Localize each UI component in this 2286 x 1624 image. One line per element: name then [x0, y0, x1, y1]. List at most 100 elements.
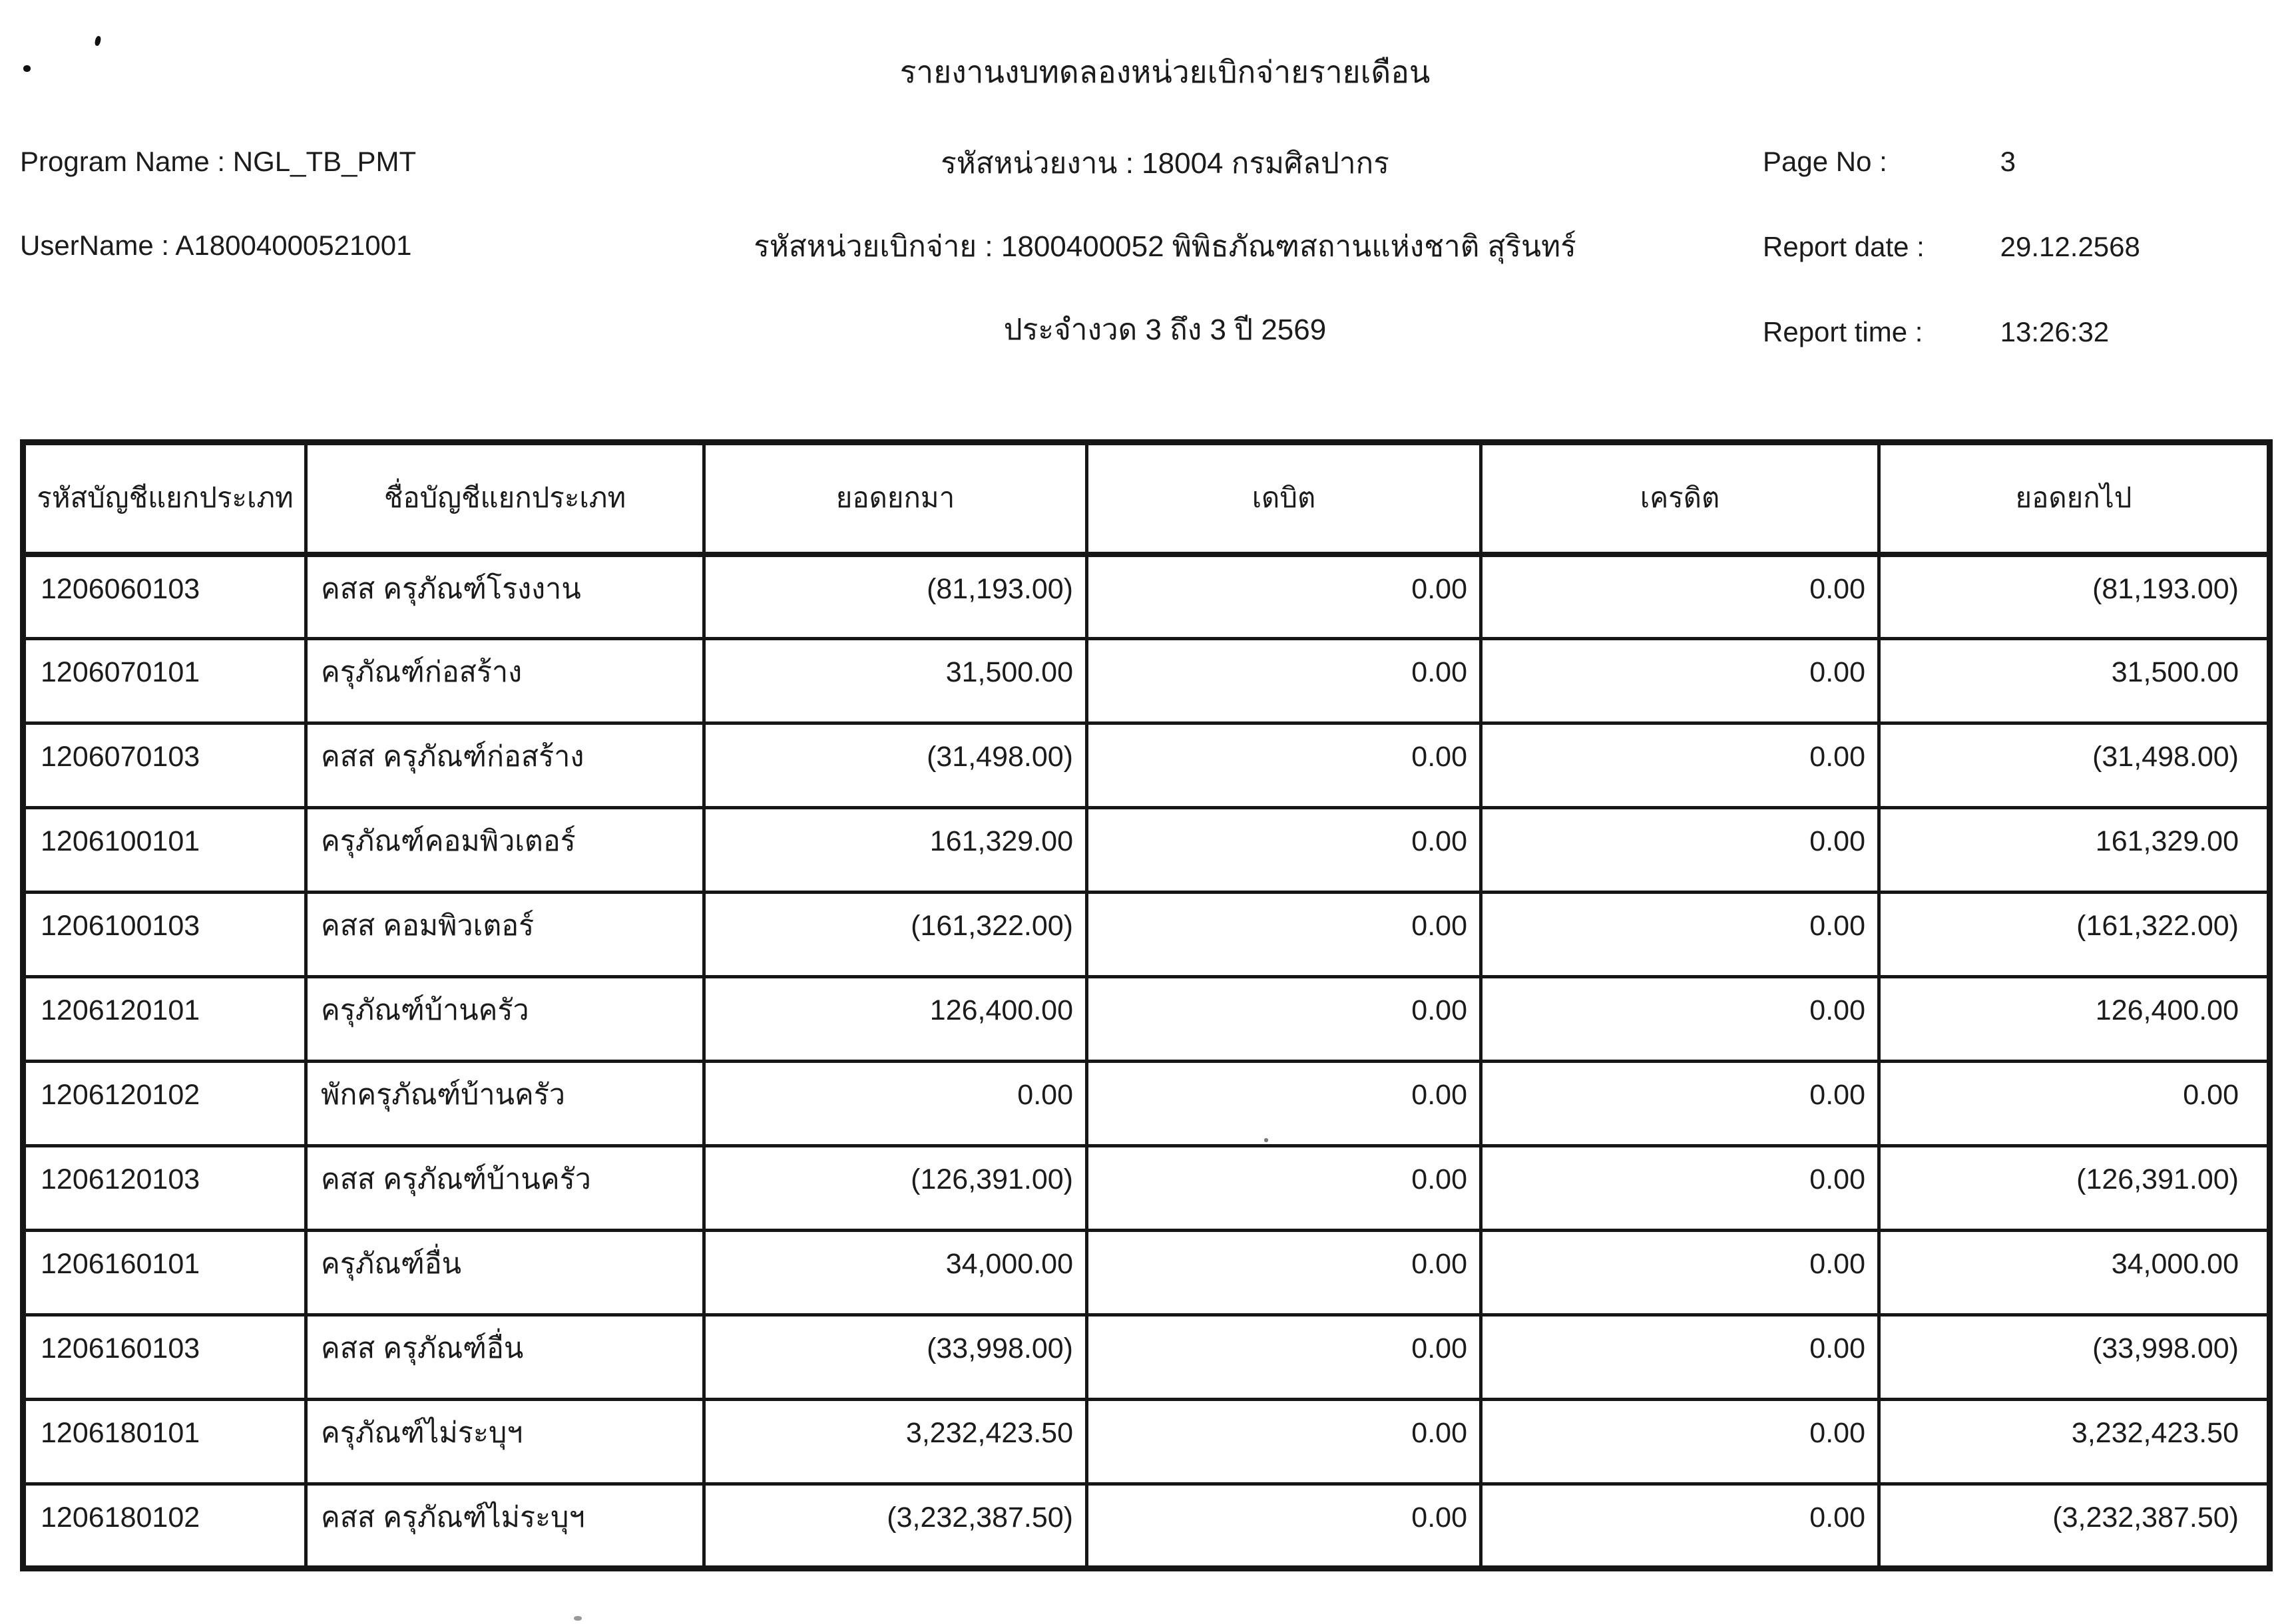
disburse-unit-line: รหัสหน่วยเบิกจ่าย : 1800400052 พิพิธภัณฑ…: [754, 230, 1576, 263]
closing-balance-cell: (81,193.00): [1877, 552, 2271, 640]
opening-balance-cell: 161,329.00: [702, 806, 1088, 894]
table-header-row: รหัสบัญชีแยกประเภท ชื่อบัญชีแยกประเภท ยอ…: [21, 439, 2271, 557]
credit-cell: 0.00: [1479, 721, 1881, 809]
report-time-row: Report time : 13:26:32: [1763, 315, 2140, 349]
closing-balance-cell: (126,391.00): [1877, 1144, 2271, 1232]
table-row: 1206160101 ครุภัณฑ์อื่น 34,000.00 0.00 0…: [21, 1229, 2271, 1317]
credit-cell: 0.00: [1479, 806, 1881, 894]
account-name-cell: ครุภัณฑ์ไม่ระบุฯ: [304, 1398, 706, 1486]
credit-cell: 0.00: [1479, 1482, 1881, 1570]
credit-cell: 0.00: [1479, 1398, 1881, 1486]
closing-balance-cell: (33,998.00): [1877, 1313, 2271, 1401]
period-line: ประจำงวด 3 ถึง 3 ปี 2569: [1003, 313, 1327, 346]
header-left-block: Program Name : NGL_TB_PMT UserName : A18…: [20, 145, 416, 313]
account-name-cell: คสส ครุภัณฑ์บ้านครัว: [304, 1144, 706, 1232]
opening-balance-cell: 34,000.00: [702, 1229, 1088, 1317]
account-name-cell: คสส ครุภัณฑ์โรงงาน: [304, 552, 706, 640]
account-code-cell: 1206060103: [21, 552, 308, 640]
program-name-line: Program Name : NGL_TB_PMT: [20, 146, 417, 177]
closing-balance-cell: 0.00: [1877, 1060, 2271, 1147]
agency-code-line: รหัสหน่วยงาน : 18004 กรมศิลปากร: [941, 147, 1389, 180]
debit-cell: 0.00: [1085, 552, 1483, 640]
report-title: รายงานงบทดลองหน่วยเบิกจ่ายรายเดือน: [899, 55, 1431, 89]
table-row: 1206120102 พักครุภัณฑ์บ้านครัว 0.00 0.00…: [21, 1060, 2271, 1147]
account-code-cell: 1206180101: [21, 1398, 308, 1486]
account-code-cell: 1206160103: [21, 1313, 308, 1401]
opening-balance-cell: 126,400.00: [702, 975, 1088, 1063]
opening-balance-cell: (81,193.00): [702, 552, 1088, 640]
header-center-block: รหัสหน่วยงาน : 18004 กรมศิลปากร รหัสหน่ว…: [632, 146, 1698, 396]
account-name-cell: ครุภัณฑ์คอมพิวเตอร์: [304, 806, 706, 894]
account-code-cell: 1206070101: [21, 637, 308, 725]
report-date-value: 29.12.2568: [2000, 231, 2140, 262]
debit-cell: 0.00: [1085, 1482, 1483, 1570]
credit-cell: 0.00: [1479, 891, 1881, 978]
closing-balance-cell: 126,400.00: [1877, 975, 2271, 1063]
opening-balance-cell: 0.00: [702, 1060, 1088, 1147]
debit-cell: 0.00: [1085, 806, 1483, 894]
table-row: 1206100101 ครุภัณฑ์คอมพิวเตอร์ 161,329.0…: [21, 806, 2271, 894]
table-row: 1206060103 คสส ครุภัณฑ์โรงงาน (81,193.00…: [21, 552, 2271, 640]
closing-balance-cell: 161,329.00: [1877, 806, 2271, 894]
account-code-cell: 1206120102: [21, 1060, 308, 1147]
page-no-label: Page No :: [1763, 146, 1887, 177]
account-code-cell: 1206100103: [21, 891, 308, 978]
column-header-closing-balance: ยอดยกไป: [1877, 439, 2271, 557]
column-header-credit: เครดิต: [1479, 439, 1881, 557]
column-header-account-code: รหัสบัญชีแยกประเภท: [21, 439, 308, 557]
account-name-cell: คสส ครุภัณฑ์อื่น: [304, 1313, 706, 1401]
table-row: 1206100103 คสส คอมพิวเตอร์ (161,322.00) …: [21, 891, 2271, 978]
debit-cell: 0.00: [1085, 891, 1483, 978]
account-name-cell: ครุภัณฑ์ก่อสร้าง: [304, 637, 706, 725]
account-code-cell: 1206120103: [21, 1144, 308, 1232]
column-header-opening-balance: ยอดยกมา: [702, 439, 1088, 557]
table-row: 1206070101 ครุภัณฑ์ก่อสร้าง 31,500.00 0.…: [21, 637, 2271, 725]
debit-cell: 0.00: [1085, 1060, 1483, 1147]
report-time-label: Report time :: [1763, 316, 1923, 347]
table-row: 1206120101 ครุภัณฑ์บ้านครัว 126,400.00 0…: [21, 975, 2271, 1063]
table-row: 1206180102 คสส ครุภัณฑ์ไม่ระบุฯ (3,232,3…: [21, 1482, 2271, 1570]
table-body: 1206060103 คสส ครุภัณฑ์โรงงาน (81,193.00…: [21, 552, 2271, 1570]
closing-balance-cell: (31,498.00): [1877, 721, 2271, 809]
table-header: รหัสบัญชีแยกประเภท ชื่อบัญชีแยกประเภท ยอ…: [21, 439, 2271, 557]
account-name-cell: พักครุภัณฑ์บ้านครัว: [304, 1060, 706, 1147]
closing-balance-cell: (161,322.00): [1877, 891, 2271, 978]
credit-cell: 0.00: [1479, 552, 1881, 640]
trial-balance-table: รหัสบัญชีแยกประเภท ชื่อบัญชีแยกประเภท ยอ…: [20, 439, 2273, 1571]
credit-cell: 0.00: [1479, 975, 1881, 1063]
opening-balance-cell: (33,998.00): [702, 1313, 1088, 1401]
debit-cell: 0.00: [1085, 637, 1483, 725]
table-row: 1206180101 ครุภัณฑ์ไม่ระบุฯ 3,232,423.50…: [21, 1398, 2271, 1486]
account-name-cell: คสส คอมพิวเตอร์: [304, 891, 706, 978]
account-name-cell: ครุภัณฑ์อื่น: [304, 1229, 706, 1317]
scan-artifact: [94, 35, 102, 47]
closing-balance-cell: 31,500.00: [1877, 637, 2271, 725]
header-right-block: Page No : 3 Report date : 29.12.2568 Rep…: [1763, 145, 2140, 401]
account-name-cell: คสส ครุภัณฑ์ไม่ระบุฯ: [304, 1482, 706, 1570]
report-date-row: Report date : 29.12.2568: [1763, 230, 2140, 264]
credit-cell: 0.00: [1479, 1229, 1881, 1317]
account-name-cell: คสส ครุภัณฑ์ก่อสร้าง: [304, 721, 706, 809]
column-header-account-name: ชื่อบัญชีแยกประเภท: [304, 439, 706, 557]
credit-cell: 0.00: [1479, 1144, 1881, 1232]
account-code-cell: 1206160101: [21, 1229, 308, 1317]
report-time-value: 13:26:32: [2000, 316, 2110, 347]
debit-cell: 0.00: [1085, 1144, 1483, 1232]
closing-balance-cell: 34,000.00: [1877, 1229, 2271, 1317]
account-code-cell: 1206070103: [21, 721, 308, 809]
closing-balance-cell: (3,232,387.50): [1877, 1482, 2271, 1570]
account-code-cell: 1206180102: [21, 1482, 308, 1570]
opening-balance-cell: (3,232,387.50): [702, 1482, 1088, 1570]
debit-cell: 0.00: [1085, 1313, 1483, 1401]
opening-balance-cell: (161,322.00): [702, 891, 1088, 978]
table-row: 1206160103 คสส ครุภัณฑ์อื่น (33,998.00) …: [21, 1313, 2271, 1401]
scan-artifact: [23, 65, 31, 72]
closing-balance-cell: 3,232,423.50: [1877, 1398, 2271, 1486]
username-line: UserName : A18004000521001: [20, 230, 412, 261]
account-code-cell: 1206120101: [21, 975, 308, 1063]
page-no-row: Page No : 3: [1763, 145, 2140, 178]
scan-artifact: [574, 1616, 582, 1621]
credit-cell: 0.00: [1479, 637, 1881, 725]
opening-balance-cell: (126,391.00): [702, 1144, 1088, 1232]
page-no-value: 3: [2000, 146, 2016, 177]
